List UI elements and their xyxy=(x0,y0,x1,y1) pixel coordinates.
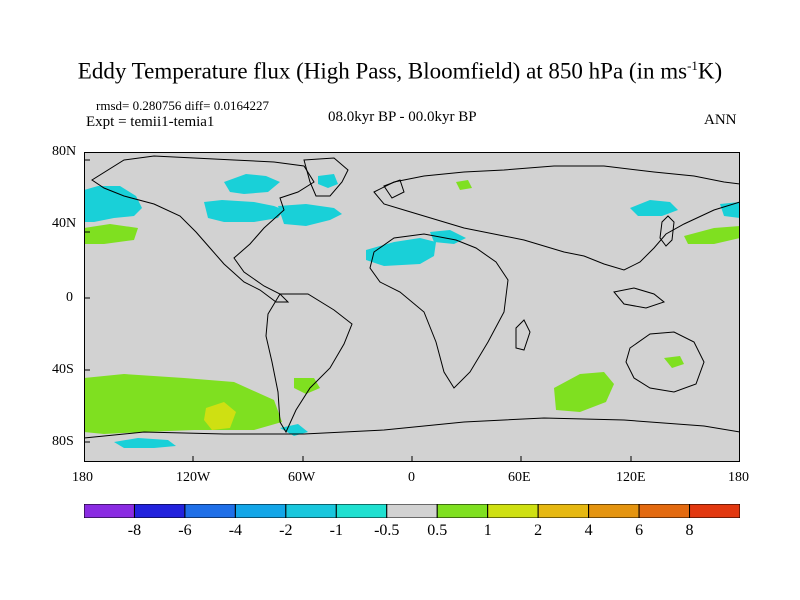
anomaly-weddell xyxy=(280,424,308,436)
colorbar-label-10: 6 xyxy=(635,522,644,539)
colorbar-box-5 xyxy=(335,503,388,519)
africa-coast xyxy=(369,233,509,389)
north-america-coast xyxy=(91,155,315,303)
axis-ticks xyxy=(84,159,632,462)
anomaly-greenland xyxy=(318,174,338,188)
colorbar-label-2: -4 xyxy=(228,522,243,539)
colorbar-box-4 xyxy=(285,503,337,519)
south-america-coast xyxy=(265,293,353,434)
anomaly-australia xyxy=(664,356,684,368)
greenland-coast xyxy=(303,157,349,197)
lon-label-180-right: 180 xyxy=(728,470,749,485)
anomaly-pacific-sector-1to2 xyxy=(204,402,236,430)
lat-label-80s: 80S xyxy=(52,434,74,449)
indonesia-coast xyxy=(613,287,666,309)
colorbar-box-7 xyxy=(436,503,489,519)
anomaly-north-america-east xyxy=(204,200,284,222)
lon-label-0: 0 xyxy=(408,470,415,485)
colorbar-label-0: -8 xyxy=(127,522,142,539)
colorbar-box-11 xyxy=(638,503,691,519)
colorbar-box-6 xyxy=(386,503,438,519)
season-label: ANN xyxy=(704,112,737,128)
eurasia-coast xyxy=(373,165,741,271)
colorbar-label-9: 4 xyxy=(584,522,593,539)
anomaly-east-pacific xyxy=(720,202,740,218)
experiment-label: Expt = temii1-temia1 xyxy=(86,114,215,130)
anomaly-southern-indian xyxy=(554,372,614,412)
colorbar-box-10 xyxy=(588,503,640,519)
colorbar-label-4: -1 xyxy=(329,522,343,539)
map-svg xyxy=(83,152,741,462)
british-isles-coast xyxy=(383,179,405,199)
lon-label-120w: 120W xyxy=(176,470,211,485)
plot-title: Eddy Temperature flux (High Pass, Bloomf… xyxy=(77,58,723,84)
lat-label-80n: 80N xyxy=(52,144,77,159)
colorbar-box-1 xyxy=(133,503,186,519)
anomaly-south-atlantic xyxy=(294,378,320,394)
world-map xyxy=(83,152,741,462)
colorbar-box-9 xyxy=(537,503,590,519)
madagascar-coast xyxy=(515,319,531,351)
anomaly-pacific-north-green xyxy=(84,224,138,244)
coastlines xyxy=(83,155,741,439)
lon-label-60e: 60E xyxy=(508,470,531,485)
colorbar xyxy=(83,503,741,519)
colorbar-label-3: -2 xyxy=(279,522,293,539)
lat-label-40n: 40N xyxy=(52,216,77,231)
lon-label-180-left: 180 xyxy=(72,470,93,485)
anomaly-hudson-bay xyxy=(224,174,280,194)
australia-coast xyxy=(625,331,705,393)
time-period-label: 08.0kyr BP - 00.0kyr BP xyxy=(328,109,477,125)
lat-label-40s: 40S xyxy=(52,362,74,377)
rmsd-diff-stats: rmsd= 0.280756 diff= 0.0164227 xyxy=(96,98,269,113)
colorbar-box-3 xyxy=(234,503,287,519)
lat-label-equator: 0 xyxy=(66,290,73,305)
colorbar-label-7: 1 xyxy=(483,522,492,539)
anomaly-regions xyxy=(84,174,740,448)
colorbar-box-8 xyxy=(487,503,539,519)
lon-label-60w: 60W xyxy=(288,470,316,485)
anomaly-atlantic-west xyxy=(278,204,342,226)
lon-label-120e: 120E xyxy=(616,470,646,485)
colorbar-label-1: -6 xyxy=(178,522,192,539)
colorbar-label-6: 0.5 xyxy=(427,522,448,539)
colorbar-label-8: 2 xyxy=(534,522,543,539)
colorbar-label-5: -0.5 xyxy=(374,522,400,539)
antarctica-coast xyxy=(83,417,741,439)
anomaly-antarctic-coast-west xyxy=(114,438,176,448)
japan-coast xyxy=(659,215,675,247)
anomaly-north-pacific xyxy=(84,186,142,222)
anomaly-japan xyxy=(630,200,678,216)
anomaly-scandinavia-green xyxy=(456,180,472,190)
colorbar-label-11: 8 xyxy=(685,522,694,539)
colorbar-box-12 xyxy=(689,503,741,519)
colorbar-box-2 xyxy=(184,503,236,519)
colorbar-box-0 xyxy=(83,503,135,519)
anomaly-pacific-northeast-green xyxy=(684,226,740,244)
colorbar-svg xyxy=(83,503,741,519)
